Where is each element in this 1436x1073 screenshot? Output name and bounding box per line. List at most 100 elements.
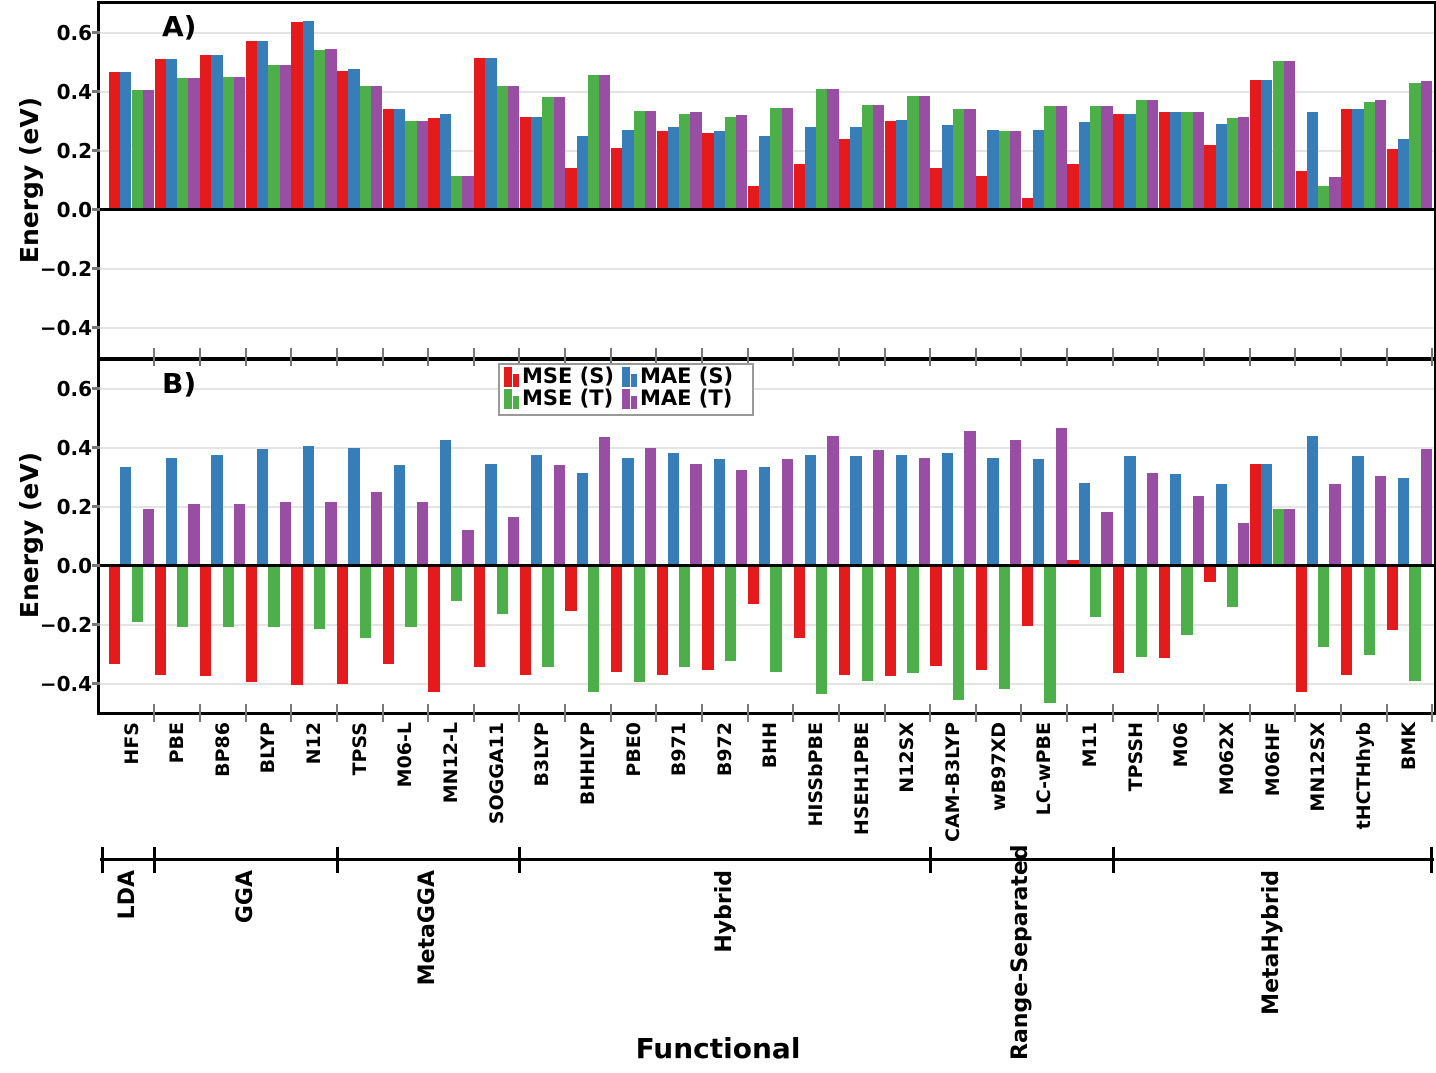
x-tick [1294, 704, 1297, 722]
category-label-MetaHybrid: MetaHybrid [1258, 870, 1284, 1015]
bar-M06HF-mset [1272, 509, 1284, 566]
bar-wB97XD-maes [987, 129, 999, 210]
bar-BLYP-mset [268, 64, 280, 210]
bar-BLYP-maet [279, 502, 292, 566]
functional-label-tHCTHhyb: tHCTHhyb [1352, 722, 1375, 830]
gridline [100, 387, 1434, 390]
bar-TPSSH-maet [1146, 100, 1159, 210]
x-tick [472, 704, 475, 722]
x-tick [198, 348, 201, 366]
bar-B971-maet [690, 112, 702, 210]
bar-tHCTHhyb-maet [1375, 100, 1387, 210]
x-tick [153, 348, 156, 366]
x-tick [1248, 348, 1251, 366]
bar-N12SX-maes [896, 454, 908, 566]
bar-LC-wPBE-mses [1021, 197, 1033, 210]
x-tick [1248, 704, 1251, 722]
bar-BMK-maet [1420, 448, 1433, 566]
bar-TPSS-mset [359, 565, 371, 638]
y-tick-label: 0.4 [56, 435, 92, 460]
category-bracket-tick [1111, 847, 1115, 873]
bar-tHCTHhyb-maes [1352, 456, 1364, 566]
legend-swatch-bar [504, 389, 512, 409]
bar-M11-maet [1101, 512, 1113, 566]
x-tick [837, 348, 840, 366]
x-tick [290, 348, 293, 366]
bar-CAM-B3LYP-mset [953, 109, 965, 210]
bar-tHCTHhyb-maes [1352, 109, 1364, 210]
bar-TPSSH-mset [1135, 100, 1147, 210]
bar-SOGGA11-mses [474, 57, 486, 210]
bar-HSEH1PBE-maet [873, 104, 885, 210]
bar-B972-mses [702, 132, 714, 210]
bar-SOGGA11-maet [507, 85, 520, 210]
y-axis-title-panel-a: Energy (eV) [15, 96, 44, 264]
bar-MN12-L-maet [462, 530, 474, 566]
legend-item-mses: MSE (S) [504, 365, 622, 388]
x-tick [244, 348, 247, 366]
category-bracket-tick [335, 847, 339, 873]
bar-HSEH1PBE-maes [850, 456, 862, 566]
bar-MN12SX-maes [1306, 112, 1319, 210]
bar-BP86-maes [211, 54, 223, 210]
x-tick [1111, 704, 1114, 722]
category-bracket-tick [1430, 847, 1433, 873]
bar-M062X-mses [1204, 144, 1216, 210]
bar-HFS-maes [120, 72, 132, 210]
bar-HSEH1PBE-mset [861, 104, 874, 210]
gridline [100, 31, 1434, 34]
bar-LC-wPBE-mset [1044, 565, 1056, 703]
bar-PBE0-mset [633, 565, 645, 683]
bar-M06-maet [1192, 112, 1204, 210]
bar-B971-mses [656, 131, 668, 210]
bar-HISSbPBE-maes [804, 126, 817, 210]
bar-B3LYP-maes [530, 454, 543, 566]
functional-label-TPSS: TPSS [348, 722, 371, 776]
bar-M06-L-maet [416, 121, 428, 210]
bar-M062X-maes [1215, 484, 1227, 566]
bar-TPSS-maes [348, 69, 360, 210]
bar-MN12-L-maes [439, 440, 451, 566]
bar-B971-mset [679, 565, 691, 668]
zero-line [100, 564, 1434, 567]
x-tick [1111, 348, 1114, 366]
bar-M062X-mset [1226, 118, 1239, 210]
bar-B972-maes [713, 131, 725, 210]
x-tick [929, 704, 932, 722]
bar-M062X-maet [1238, 522, 1250, 566]
bar-BLYP-mses [245, 41, 258, 210]
bar-B972-maes [713, 459, 725, 566]
y-tick-label: −0.2 [39, 256, 92, 281]
bar-PBE-mses [154, 59, 166, 210]
x-tick [290, 704, 293, 722]
y-tick [92, 446, 100, 449]
functional-label-CAM-B3LYP: CAM-B3LYP [942, 722, 965, 842]
bar-wB97XD-maet [1009, 131, 1022, 210]
legend-swatch-bar [504, 367, 512, 387]
bar-BP86-mses [200, 54, 212, 210]
bar-N12SX-mses [884, 121, 897, 210]
x-tick [427, 348, 430, 366]
functional-label-BP86: BP86 [211, 722, 234, 777]
bar-N12SX-maet [918, 95, 930, 210]
y-tick-label: 0.4 [56, 79, 92, 104]
functional-label-M11: M11 [1078, 722, 1101, 768]
bar-B3LYP-mset [542, 97, 554, 210]
legend-swatch-bar [513, 396, 519, 409]
bar-BLYP-maes [257, 448, 269, 566]
bar-BP86-mset [222, 76, 235, 210]
legend-label: MAE (S) [640, 364, 734, 388]
bar-TPSS-maet [371, 491, 383, 566]
legend-bar-swatch-icon [504, 389, 519, 410]
bar-PBE0-mset [633, 110, 645, 210]
bar-TPSSH-mset [1135, 565, 1147, 657]
bar-B3LYP-maet [553, 97, 565, 210]
bar-B971-maes [667, 453, 680, 566]
bar-M06-L-maes [394, 465, 406, 566]
bar-B971-mses [656, 565, 668, 675]
bar-HFS-mset [131, 90, 143, 210]
bar-M06-maes [1169, 112, 1182, 210]
bar-B971-mset [679, 113, 691, 210]
x-tick [655, 704, 658, 722]
bar-LC-wPBE-maes [1033, 459, 1045, 566]
